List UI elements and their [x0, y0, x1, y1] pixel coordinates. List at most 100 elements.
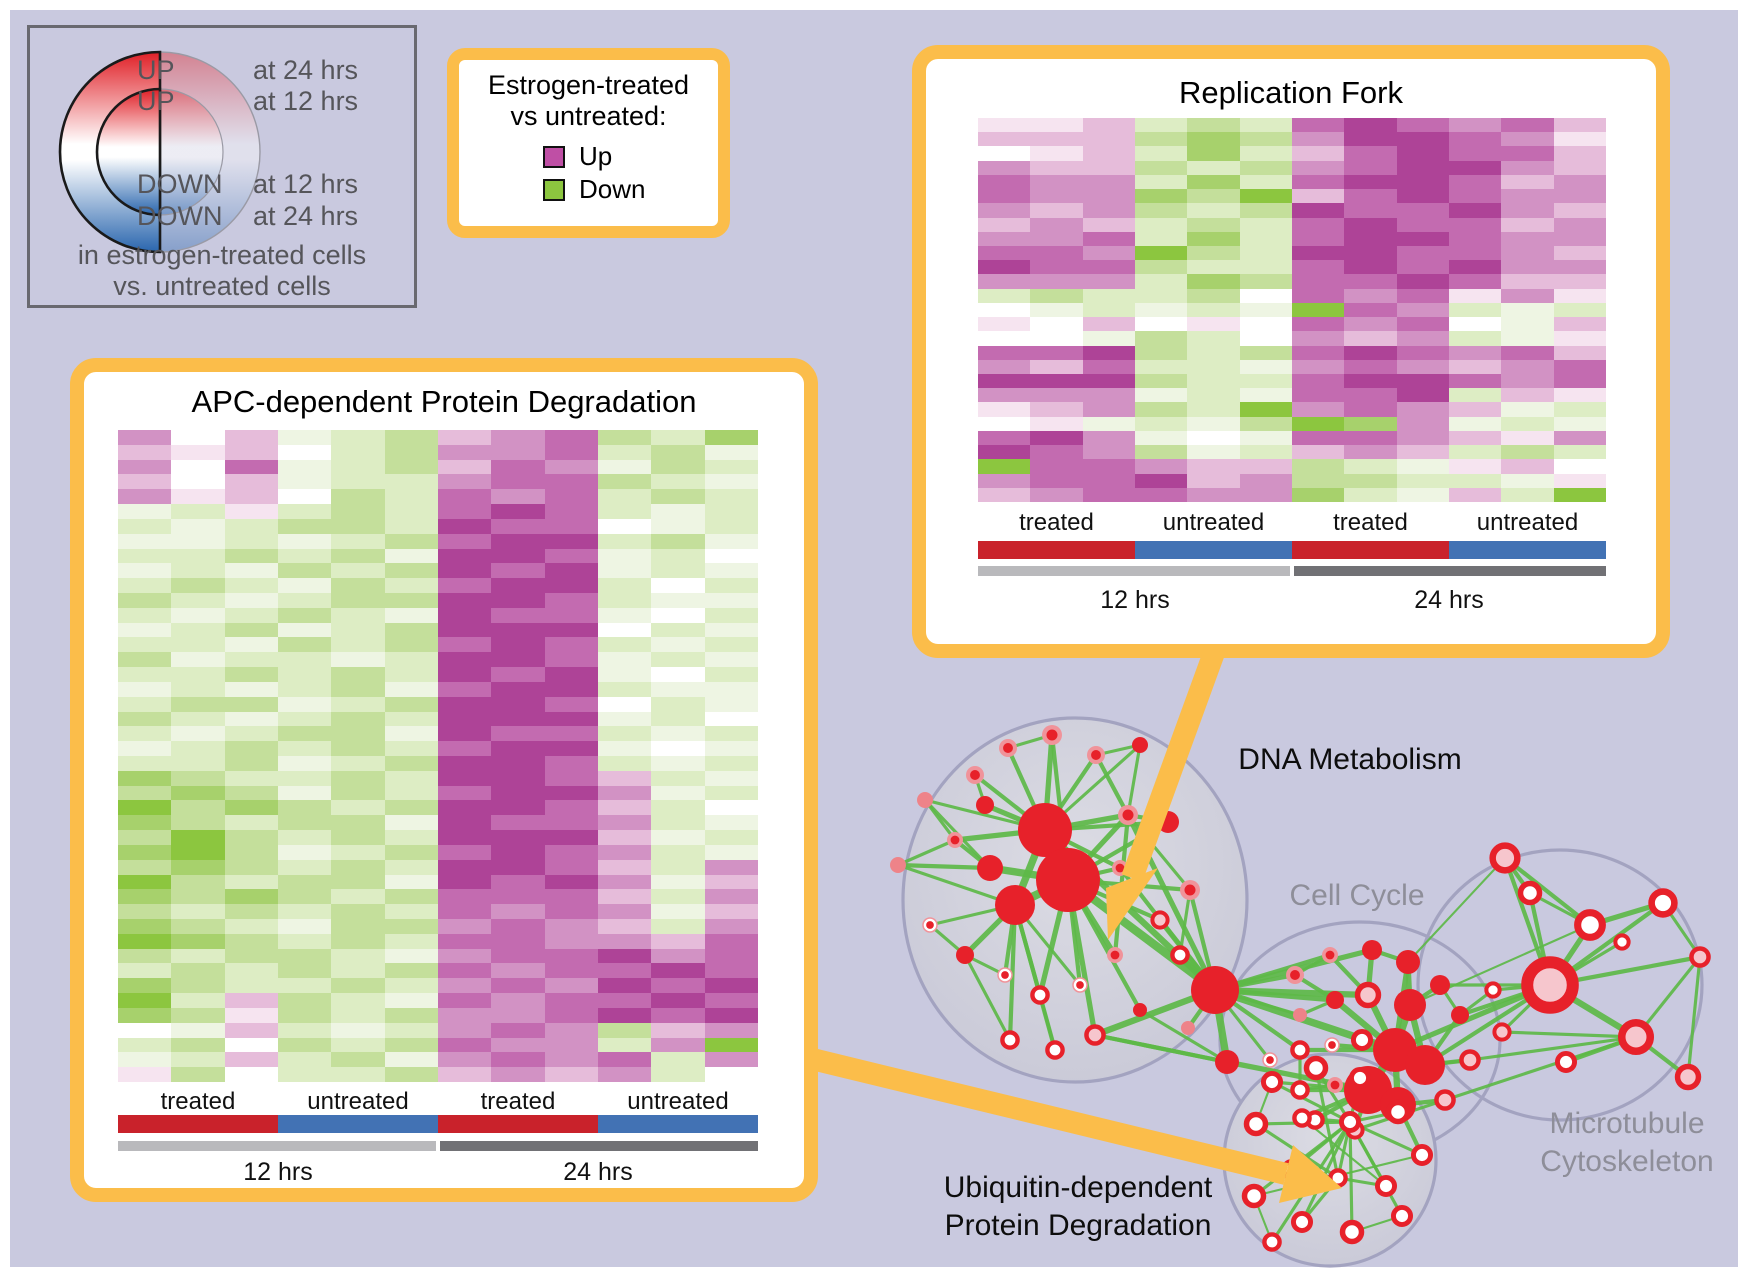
heatmap-cell [331, 948, 385, 964]
heatmap-cell [491, 1022, 545, 1038]
heatmap-cell [651, 933, 705, 949]
heatmap-cell [1344, 359, 1397, 374]
heatmap-cell [437, 1052, 492, 1068]
heatmap-cell [224, 504, 278, 519]
heatmap-cell [1396, 402, 1449, 417]
heatmap-cell [491, 933, 545, 949]
heatmap-cell [1187, 288, 1240, 303]
heatmap-cell [651, 1052, 705, 1068]
heatmap-cell [1396, 374, 1449, 389]
estrogen-legend-title-line1: Estrogen-treated [487, 70, 690, 100]
heatmap-cell [331, 622, 385, 638]
heatmap-cell [1134, 189, 1188, 204]
heatmap-cell [224, 785, 278, 801]
heatmap-cell [704, 489, 758, 505]
heatmap-cell [1501, 317, 1554, 332]
heatmap-cell [1344, 118, 1397, 133]
heatmap-cell [1187, 374, 1240, 389]
heatmap-cell [1030, 231, 1083, 246]
heatmap-cell [544, 889, 598, 905]
heatmap-cell [277, 578, 332, 593]
heatmap-cell [1553, 331, 1606, 346]
microtubule-label-line2: Cytoskeleton [1540, 1145, 1714, 1178]
heatmap-cell [1082, 160, 1135, 175]
heatmap-cell [437, 815, 492, 831]
heatmap-cell [1082, 246, 1135, 261]
heatmap-cell [1030, 317, 1083, 332]
heatmap-cell [384, 593, 438, 608]
updown-time: at 12 hrs [253, 169, 359, 199]
heatmap-cell [978, 231, 1031, 246]
heatmap-cell [384, 696, 438, 712]
apc-group-labels: treated untreated treated untreated [118, 1088, 758, 1116]
heatmap-cell [704, 548, 758, 564]
heatmap-cell [118, 1022, 172, 1038]
heatmap-cell [704, 844, 758, 860]
heatmap-cell [118, 607, 172, 623]
heatmap-cell [118, 741, 172, 756]
heatmap-cell [1082, 189, 1135, 204]
heatmap-cell [1291, 260, 1345, 275]
heatmap-cell [544, 904, 598, 919]
heatmap-cell [597, 1007, 652, 1023]
heatmap-cell [704, 785, 758, 801]
heatmap-cell [1291, 160, 1345, 175]
heatmap-cell [1448, 416, 1502, 431]
heatmap-cell [704, 830, 758, 845]
heatmap-cell [544, 919, 598, 934]
heatmap-cell [1501, 146, 1554, 161]
heatmap-cell [118, 933, 172, 949]
heatmap-cell [704, 593, 758, 608]
heatmap-cell [384, 430, 438, 445]
heatmap-cell [1291, 445, 1345, 460]
untreated-bar [1135, 541, 1292, 559]
heatmap-cell [1030, 260, 1083, 275]
heatmap-cell [437, 474, 492, 490]
heatmap-cell [597, 1022, 652, 1038]
heatmap-cell [491, 1067, 545, 1082]
heatmap-cell [118, 518, 172, 534]
heatmap-cell [384, 518, 438, 534]
heatmap-cell [491, 667, 545, 682]
heatmap-cell [1030, 174, 1083, 190]
heatmap-cell [544, 800, 598, 816]
heatmap-cell [118, 578, 172, 593]
heatmap-cell [384, 1007, 438, 1023]
heatmap-cell [1030, 430, 1083, 446]
heatmap-cell [1396, 146, 1449, 161]
heatmap-cell [1344, 146, 1397, 161]
inner-circle-right-half [159, 88, 224, 216]
heatmap-cell [978, 118, 1031, 133]
heatmap-cell [544, 637, 598, 653]
heatmap-cell [331, 696, 385, 712]
heatmap-cell [437, 711, 492, 727]
down-color-swatch [543, 178, 565, 201]
heatmap-cell [544, 681, 598, 697]
heatmap-cell [1239, 246, 1292, 261]
heatmap-cell [1134, 132, 1188, 147]
heatmap-cell [1553, 487, 1606, 502]
heatmap-cell [437, 1067, 492, 1082]
heatmap-cell [384, 1067, 438, 1082]
heatmap-cell [384, 459, 438, 475]
heatmap-cell [651, 593, 705, 608]
heatmap-cell [491, 459, 545, 475]
heatmap-cell [171, 770, 225, 786]
heatmap-cell [171, 815, 225, 831]
heatmap-cell [1501, 231, 1554, 246]
heatmap-cell [651, 504, 705, 519]
heatmap-cell [1501, 132, 1554, 147]
heatmap-cell [331, 874, 385, 890]
heatmap-cell [544, 756, 598, 771]
heatmap-cell [171, 1022, 225, 1038]
heatmap-cell [1239, 118, 1292, 133]
heatmap-cell [1239, 274, 1292, 289]
heatmap-cell [978, 345, 1031, 360]
heatmap-cell [331, 933, 385, 949]
heatmap-cell [118, 844, 172, 860]
heatmap-cell [544, 430, 598, 445]
heatmap-cell [1187, 359, 1240, 374]
heatmap-cell [437, 533, 492, 549]
heatmap-cell [384, 667, 438, 682]
heatmap-cell [1553, 160, 1606, 175]
